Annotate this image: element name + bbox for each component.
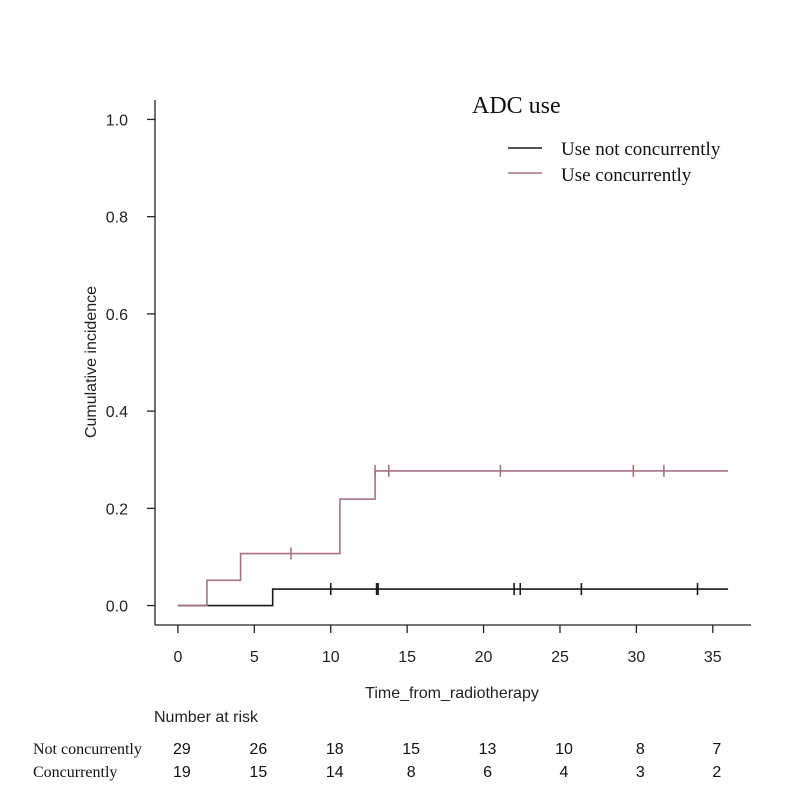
risk-value: 18 xyxy=(326,741,344,758)
x-tick-label: 0 xyxy=(173,649,182,666)
risk-value: 15 xyxy=(249,764,267,781)
risk-value: 3 xyxy=(636,764,645,781)
risk-table-title: Number at risk xyxy=(154,709,259,726)
y-tick-label: 0.0 xyxy=(106,599,128,616)
risk-table: Number at risk Not concurrently Concurre… xyxy=(33,709,721,781)
x-tick-label: 10 xyxy=(322,649,340,666)
x-tick-label: 25 xyxy=(551,649,569,666)
risk-value: 6 xyxy=(483,764,492,781)
series-lines xyxy=(177,464,729,607)
legend-label-concurrent: Use concurrently xyxy=(561,165,692,186)
y-tick-label: 0.4 xyxy=(106,404,128,421)
axes: 0 5 10 15 20 25 30 35 0.0 0.2 0.4 0.6 0.8 1.0 xyxy=(106,100,751,666)
y-tick-label: 1.0 xyxy=(106,112,128,129)
risk-value: 19 xyxy=(173,764,191,781)
risk-value: 15 xyxy=(402,741,420,758)
x-tick-label: 20 xyxy=(475,649,493,666)
series-line-1 xyxy=(177,470,729,607)
legend: ADC use Use not concurrently Use concurr… xyxy=(472,93,721,186)
risk-value: 26 xyxy=(249,741,267,758)
risk-value: 8 xyxy=(407,764,416,781)
x-tick-label: 5 xyxy=(250,649,259,666)
x-tick-label: 35 xyxy=(704,649,722,666)
legend-label-not-concurrent: Use not concurrently xyxy=(561,139,721,160)
risk-value: 2 xyxy=(712,764,721,781)
risk-values: 29 26 18 15 13 10 8 7 19 15 14 8 6 4 3 2 xyxy=(173,741,721,781)
risk-row-label-not-concurrent: Not concurrently xyxy=(33,741,142,758)
risk-row-label-concurrent: Concurrently xyxy=(33,764,117,781)
risk-value: 7 xyxy=(712,741,721,758)
risk-value: 13 xyxy=(479,741,497,758)
risk-value: 4 xyxy=(560,764,569,781)
y-tick-label: 0.8 xyxy=(106,210,128,227)
risk-value: 14 xyxy=(326,764,344,781)
x-tick-label: 15 xyxy=(398,649,416,666)
risk-value: 29 xyxy=(173,741,191,758)
y-tick-label: 0.6 xyxy=(106,307,128,324)
y-tick-label: 0.2 xyxy=(106,501,128,518)
legend-title: ADC use xyxy=(472,93,561,119)
x-axis-title: Time_from_radiotherapy xyxy=(365,685,539,702)
risk-value: 10 xyxy=(555,741,573,758)
x-tick-label: 30 xyxy=(627,649,645,666)
risk-value: 8 xyxy=(636,741,645,758)
y-axis-title: Cumulative incidence xyxy=(83,286,100,438)
series-line-0 xyxy=(177,588,729,607)
